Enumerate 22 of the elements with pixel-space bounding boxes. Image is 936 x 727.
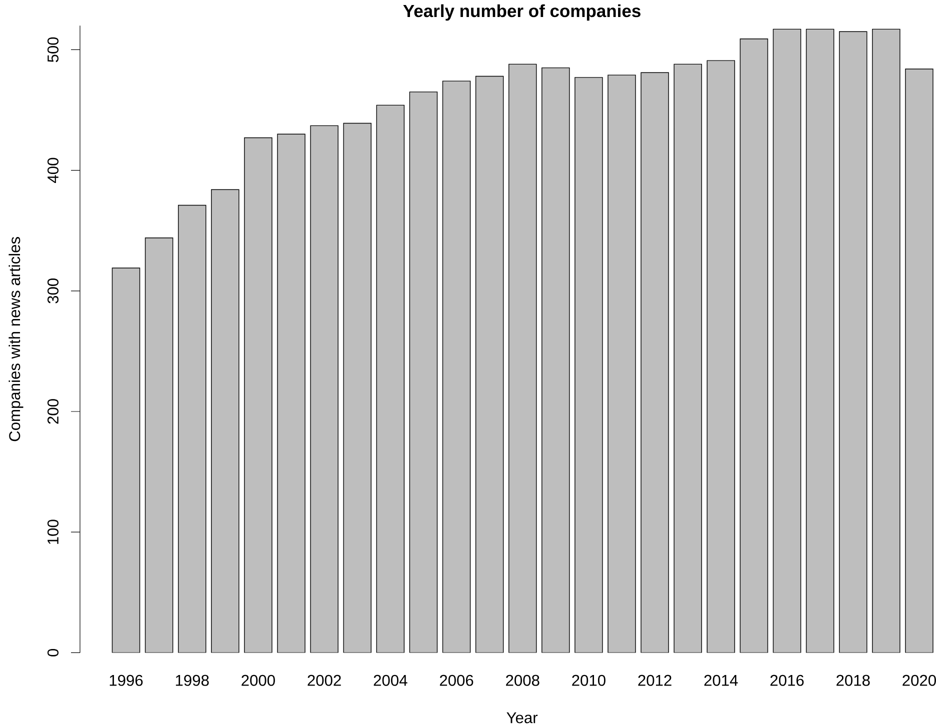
y-tick-label: 500 (47, 37, 59, 62)
y-tick-label: 100 (47, 520, 59, 544)
x-tick-label: 2002 (308, 674, 341, 686)
x-tick-label: 2010 (572, 674, 606, 686)
x-tick-label: 1998 (176, 674, 209, 686)
x-tick-label: 2006 (440, 674, 474, 686)
x-tick-label: 1996 (110, 674, 143, 686)
x-tick-label: 2000 (242, 674, 275, 686)
x-tick-label: 2004 (374, 674, 408, 686)
y-tick-label: 200 (47, 399, 59, 424)
y-tick-label: 400 (47, 158, 59, 183)
chart-title: Yearly number of companies (403, 4, 640, 21)
y-tick-label: 0 (47, 648, 59, 656)
y-axis-title: Companies with news articles (8, 237, 24, 442)
x-tick-label: 2016 (770, 674, 804, 686)
x-tick-label: 2020 (902, 674, 936, 686)
y-tick-label: 300 (47, 278, 59, 304)
x-tick-label: 2012 (638, 674, 672, 686)
x-axis-title: Year (506, 712, 538, 724)
x-tick-label: 2008 (506, 674, 540, 686)
x-tick-label: 2018 (836, 674, 870, 686)
x-tick-label: 2014 (704, 674, 738, 686)
